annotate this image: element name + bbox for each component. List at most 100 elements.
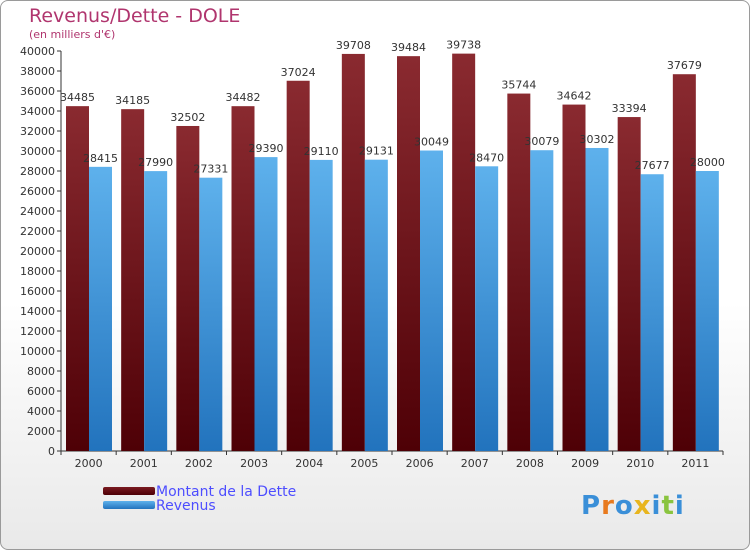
bar-revenue (364, 159, 388, 451)
chart-data-labels: 34485 28415 34185 27990 32502 27331 34482 29390… (60, 39, 725, 176)
bar-debt (121, 109, 145, 452)
data-label-debt: 39738 (446, 39, 481, 52)
x-tick-label: 2008 (516, 457, 544, 470)
x-tick-label: 2003 (240, 457, 268, 470)
chart-subtitle: (en milliers d'€) (29, 28, 116, 41)
y-tick-label: 16000 (20, 285, 55, 298)
y-tick-label: 40000 (20, 45, 55, 58)
y-tick-label: 32000 (20, 125, 55, 138)
bar-debt (617, 117, 641, 451)
bar-revenue (695, 171, 719, 451)
bar-revenue (144, 171, 168, 451)
x-tick-label: 2010 (626, 457, 654, 470)
bar-debt (452, 53, 476, 452)
data-label-debt: 39708 (336, 39, 371, 52)
data-label-debt: 32502 (170, 111, 205, 124)
y-tick-label: 38000 (20, 65, 55, 78)
bar-debt (66, 106, 89, 452)
legend-item-revenue: Revenus (103, 498, 343, 517)
y-tick-label: 12000 (20, 325, 55, 338)
bar-revenue (254, 157, 278, 451)
y-tick-label: 34000 (20, 105, 55, 118)
data-label-debt: 37024 (281, 66, 316, 79)
data-label-revenue: 30049 (414, 136, 449, 149)
bar-debt (341, 53, 365, 452)
y-tick-label: 2000 (27, 425, 55, 438)
y-tick-label: 18000 (20, 265, 55, 278)
x-tick-label: 2005 (350, 457, 378, 470)
y-tick-label: 36000 (20, 85, 55, 98)
bar-debt (231, 106, 255, 452)
data-label-revenue: 29131 (359, 145, 394, 158)
chart-bars (66, 53, 719, 452)
x-tick-label: 2009 (571, 457, 599, 470)
y-tick-label: 8000 (27, 365, 55, 378)
legend-label-revenue: Revenus (156, 498, 216, 514)
y-tick-label: 6000 (27, 385, 55, 398)
x-tick-label: 2004 (295, 457, 323, 470)
data-label-debt: 34185 (115, 94, 150, 107)
legend-label-debt: Montant de la Dette (156, 484, 297, 500)
x-tick-label: 2006 (406, 457, 434, 470)
x-tick-label: 2007 (461, 457, 489, 470)
logo-letter: i (651, 491, 662, 521)
y-tick-label: 28000 (20, 165, 55, 178)
data-label-debt: 34482 (226, 91, 261, 104)
data-label-revenue: 28415 (83, 152, 118, 165)
y-tick-label: 14000 (20, 305, 55, 318)
y-tick-label: 4000 (27, 405, 55, 418)
data-label-revenue: 29110 (304, 145, 339, 158)
y-tick-label: 10000 (20, 345, 55, 358)
logo-letter: P (581, 491, 602, 521)
data-label-revenue: 30302 (580, 133, 615, 146)
data-label-debt: 34642 (557, 90, 592, 103)
bar-revenue (640, 174, 664, 452)
data-label-revenue: 28000 (690, 156, 725, 169)
legend-item-debt: Montant de la Dette (103, 484, 343, 503)
y-tick-label: 24000 (20, 205, 55, 218)
bar-debt (397, 56, 420, 451)
y-tick-label: 0 (48, 445, 55, 458)
logo-letter: o (614, 491, 634, 521)
proxiti-logo: Proxiti (581, 491, 685, 521)
data-label-revenue: 29390 (249, 142, 284, 155)
bar-revenue (309, 159, 333, 451)
bar-debt (176, 125, 200, 451)
data-label-revenue: 27990 (138, 156, 173, 169)
bar-debt (672, 74, 696, 452)
y-tick-label: 30000 (20, 145, 55, 158)
chart-title: Revenus/Dette - DOLE (29, 5, 241, 27)
bar-revenue (530, 150, 554, 451)
x-tick-label: 2002 (185, 457, 213, 470)
logo-letter: r (601, 491, 615, 521)
data-label-debt: 34485 (60, 91, 95, 104)
data-label-revenue: 28470 (469, 151, 504, 164)
bar-debt (286, 80, 310, 451)
data-label-debt: 33394 (612, 102, 647, 115)
bar-revenue (420, 150, 443, 451)
bar-revenue (475, 166, 499, 452)
x-tick-label: 2000 (75, 457, 103, 470)
logo-letter: t (661, 491, 675, 521)
legend-swatch-revenue (103, 501, 155, 509)
data-label-debt: 35744 (501, 79, 536, 92)
bar-revenue (89, 166, 112, 451)
logo-letter: i (674, 491, 685, 521)
data-label-debt: 37679 (667, 59, 702, 72)
bar-debt (507, 93, 531, 451)
data-label-revenue: 30079 (524, 135, 559, 148)
logo-letter: x (633, 491, 652, 521)
data-label-revenue: 27331 (193, 163, 228, 176)
y-tick-label: 20000 (20, 245, 55, 258)
x-tick-label: 2001 (130, 457, 158, 470)
data-label-revenue: 27677 (635, 159, 670, 172)
legend-swatch-debt (103, 487, 155, 495)
bar-debt (562, 104, 586, 451)
x-tick-label: 2011 (681, 457, 709, 470)
data-label-debt: 39484 (391, 41, 426, 54)
bar-revenue (585, 147, 609, 452)
chart-axes: 0 2000 4000 6000 8000 10000 12000 14000 16000 180… (20, 45, 724, 470)
y-tick-label: 26000 (20, 185, 55, 198)
